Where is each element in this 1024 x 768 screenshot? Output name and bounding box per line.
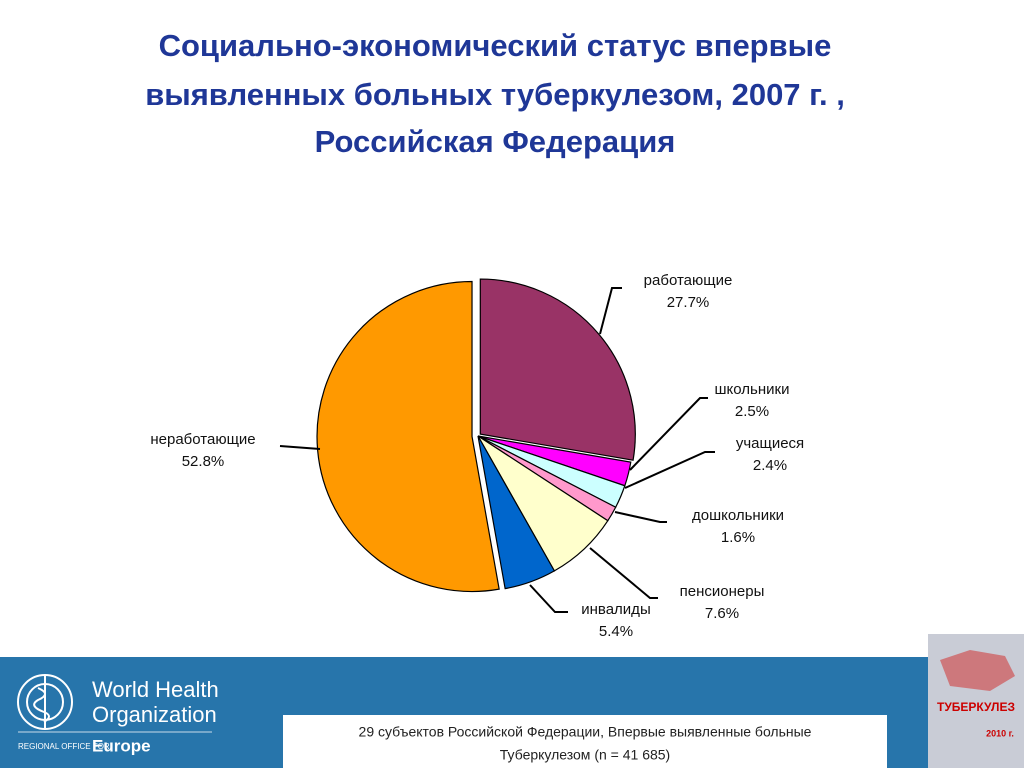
slice-value: 5.4%: [599, 623, 633, 640]
slice-value: 7.6%: [705, 605, 739, 622]
who-emblem: [17, 674, 73, 730]
pie-slice: [479, 278, 636, 461]
slice-label: инвалиды: [581, 601, 650, 618]
leader-line: [279, 445, 321, 450]
slice-label: неработающие: [150, 431, 255, 448]
footer-note: Туберкулезом (n = 41 685): [500, 747, 670, 763]
pie-slice: [477, 435, 556, 590]
pie-slice: [316, 280, 500, 593]
leader-line: [629, 397, 708, 471]
slice-label: дошкольники: [692, 507, 784, 524]
slice-value: 2.5%: [735, 403, 769, 420]
footer-note: 29 субъектов Российской Федерации, Вперв…: [359, 724, 812, 740]
book-map: [940, 650, 1015, 691]
slice-value: 52.8%: [182, 453, 225, 470]
logo-text: Organization: [92, 702, 217, 727]
footer-note-box: [283, 715, 887, 768]
book-title: ТУБЕРКУЛЕЗ: [937, 700, 1015, 714]
title-line: Российская Федерация: [315, 124, 676, 159]
slice-label: учащиеся: [736, 435, 804, 452]
slice-value: 27.7%: [667, 294, 710, 311]
leader-line: [599, 287, 622, 335]
leader-line: [614, 511, 667, 523]
logo-text: World Health: [92, 677, 219, 702]
slice-label: пенсионеры: [680, 583, 765, 600]
slice-label: школьники: [715, 381, 790, 398]
leader-line: [529, 584, 568, 613]
title-line: выявленных больных туберкулезом, 2007 г.…: [145, 77, 845, 112]
logo-text: REGIONAL OFFICE FOR: [18, 742, 110, 751]
slice-value: 2.4%: [753, 457, 787, 474]
leader-line: [624, 451, 715, 489]
leader-line: [589, 547, 658, 599]
book-year: 2010 г.: [986, 728, 1014, 738]
slice-value: 1.6%: [721, 529, 755, 546]
slice-label: работающие: [644, 272, 733, 289]
logo-text: Europe: [92, 736, 151, 755]
title-line: Социально-экономический статус впервые: [159, 28, 832, 63]
